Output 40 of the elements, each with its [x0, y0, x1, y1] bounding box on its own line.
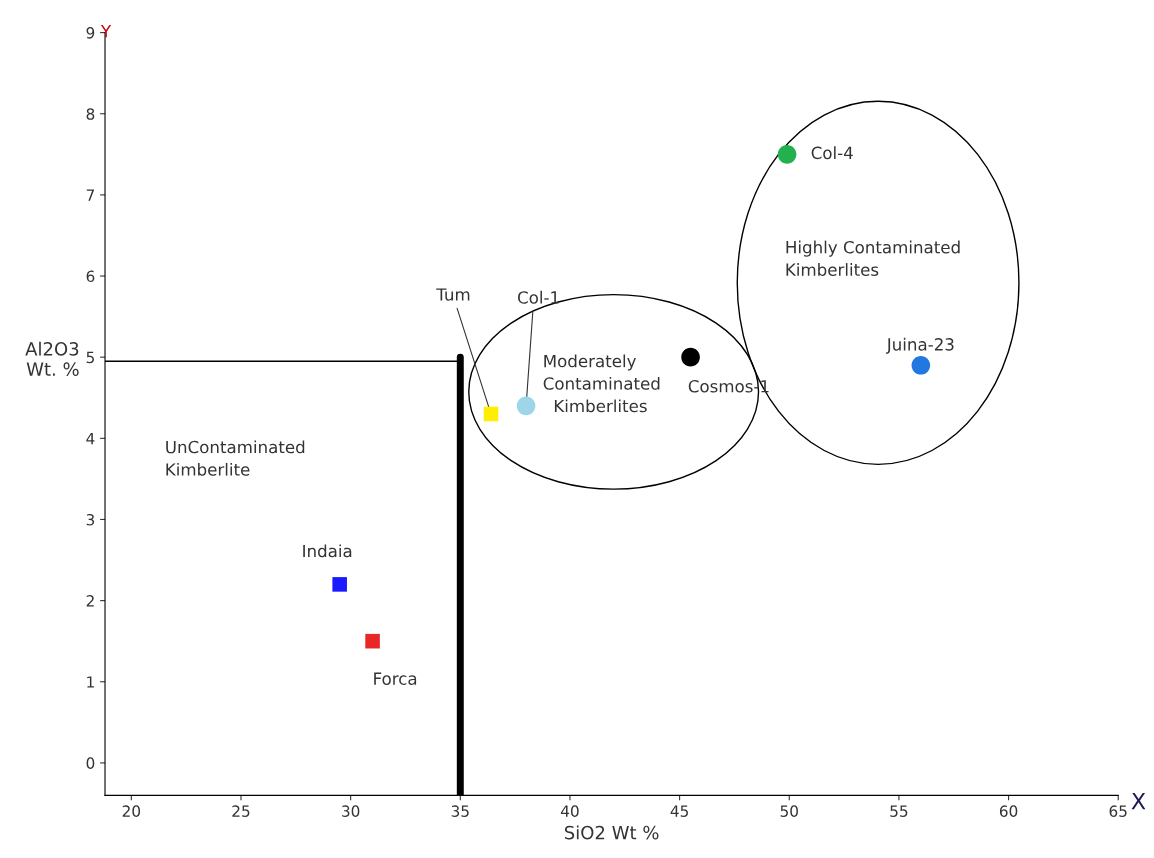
x-tick-label: 50: [780, 805, 798, 817]
annotation: Col-1: [517, 290, 559, 304]
annotation: Highly Contaminated Kimberlites: [786, 240, 960, 276]
annotation: Juina-23: [885, 337, 954, 354]
x-tick-label: 60: [999, 805, 1018, 817]
x-tick-label: 20: [122, 805, 141, 817]
point: [365, 633, 380, 649]
annotation: Indaia: [303, 544, 352, 558]
y-tick-label: 5: [86, 351, 94, 364]
y-tick-label: 9: [86, 27, 95, 39]
point: [911, 355, 931, 375]
y-tick-label: 7: [86, 189, 94, 201]
annotation: Y: [100, 25, 112, 38]
y-tick-label: 2: [86, 595, 94, 607]
annotation: UnContaminated Kimberlite: [166, 440, 305, 476]
y-tick-label: 0: [86, 757, 95, 769]
x-tick-label: 30: [342, 805, 360, 817]
annotation: Forca: [374, 672, 417, 685]
annotation: Moderately Contaminated Kimberlites: [543, 354, 660, 413]
y-axis-title: Al2O3 Wt. %: [25, 341, 79, 376]
y-tick-label: 1: [87, 676, 94, 688]
y-tick-label: 8: [86, 108, 95, 120]
text: X: [1131, 792, 1146, 810]
x-tick-label: 65: [1109, 805, 1127, 817]
point: [332, 577, 347, 592]
y-tick-label: 3: [86, 513, 95, 526]
point: [777, 145, 797, 164]
y-tick-label: 4: [86, 432, 95, 445]
x-axis-title: SiO2 Wt %: [564, 825, 659, 840]
point: [681, 347, 700, 367]
point: [483, 406, 499, 422]
x-tick-label: 25: [232, 805, 250, 817]
y-tick-label: 6: [86, 270, 95, 283]
x-tick-label: 40: [560, 805, 579, 817]
x-tick-label: 35: [451, 805, 469, 817]
annotation: Tum: [436, 288, 470, 301]
point: [516, 396, 536, 416]
annotation: Col-4: [811, 146, 853, 160]
x-tick-label: 45: [670, 805, 688, 817]
x-tick-label: 55: [890, 805, 908, 817]
